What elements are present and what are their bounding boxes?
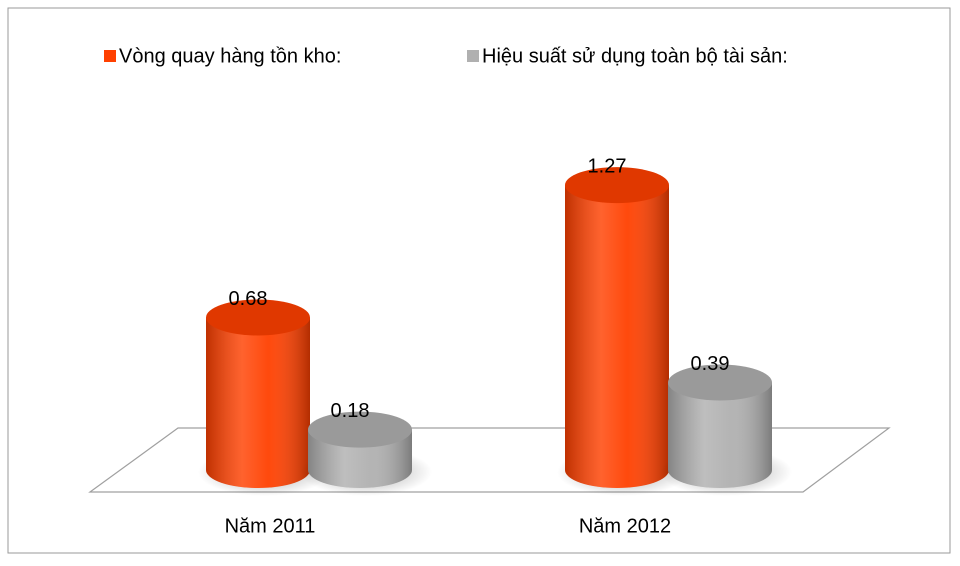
legend-label: Hiệu suất sử dụng toàn bộ tài sản: [482, 45, 788, 67]
value-label: 1.27 [588, 155, 627, 177]
cylinder-shading [668, 382, 772, 488]
legend-swatch [467, 50, 479, 62]
cylinder-top-shade [565, 167, 669, 204]
cylinder [206, 299, 310, 488]
cylinder-top [668, 364, 772, 401]
cylinder-top-shade [668, 364, 772, 401]
legend-swatch [104, 50, 116, 62]
legend-label: Vòng quay hàng tồn kho: [119, 45, 341, 67]
cylinder-top [308, 411, 412, 448]
cylinder-top [565, 167, 669, 204]
cylinder [308, 411, 412, 488]
cylinder-top [206, 299, 310, 336]
value-label: 0.68 [229, 288, 268, 310]
cylinder [668, 364, 772, 488]
cylinder-top-shade [308, 411, 412, 448]
x-tick-label: Năm 2011 [225, 515, 316, 537]
cylinder-shading [206, 317, 310, 488]
cylinder-shading [565, 185, 669, 488]
cylinder-top-shade [206, 299, 310, 336]
cylinder [565, 167, 669, 488]
value-label: 0.39 [691, 353, 730, 375]
x-tick-label: Năm 2012 [579, 515, 671, 537]
value-label: 0.18 [331, 400, 370, 422]
